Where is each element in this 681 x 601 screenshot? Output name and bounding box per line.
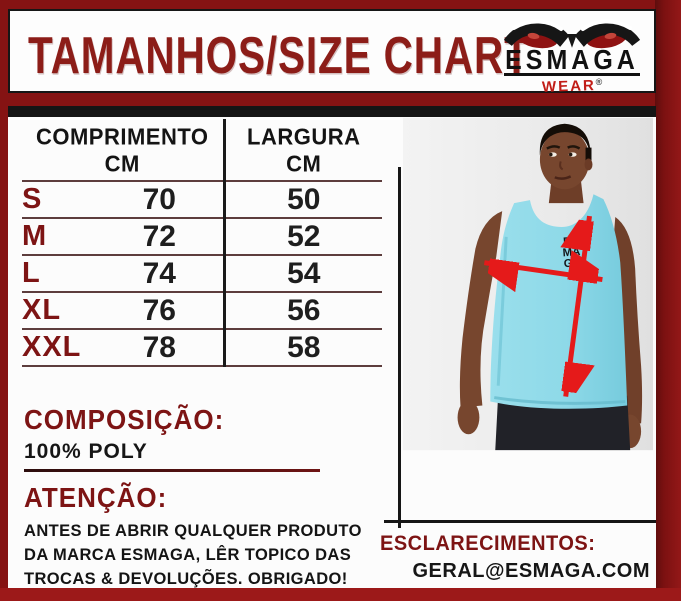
size-row-s: S 70 50 [22,180,382,218]
size-chart-table: COMPRIMENTO CM LARGURA CM S 70 50 M [22,119,382,367]
size-label: XXL [22,328,96,367]
attention-line: TROCAS & DEVOLUÇÕES. OBRIGADO! [24,570,348,588]
attention-label: ATENÇÃO: [24,481,168,514]
composition-value: 100% POLY [24,440,148,463]
attention-line: ANTES DE ABRIR QUALQUER PRODUTO [24,522,362,540]
comprimento-value: 70 [96,180,224,218]
composition-section: COMPOSIÇÃO: 100% POLY ATENÇÃO: ANTES DE … [24,403,364,591]
brand-sub-label: WEAR [541,77,596,97]
largura-column-header: LARGURA CM [222,119,382,181]
size-label: S [22,180,96,218]
header: TAMANHOS/SIZE CHART ESMAGA WEAR® [8,9,656,96]
length-arrow-icon [566,215,590,397]
largura-value: 54 [222,254,382,292]
registered-mark: ® [595,77,603,87]
table-header-row: COMPRIMENTO CM LARGURA CM [22,119,382,181]
brand-underline [504,73,640,76]
attention-line: DA MARCA ESMAGA, LÊR TOPICO DAS [24,546,352,564]
largura-value: 50 [222,180,382,218]
content-area: COMPRIMENTO CM LARGURA CM S 70 50 M [8,106,656,588]
comprimento-value: 72 [96,217,224,255]
brand-name: ESMAGA [505,44,639,76]
attention-text: ANTES DE ABRIR QUALQUER PRODUTO DA MARCA… [24,519,364,591]
comprimento-column-header: COMPRIMENTO CM [35,122,209,177]
angry-eyes-icon [503,19,641,49]
photo-vertical-rule [398,167,401,528]
size-label: XL [22,291,96,329]
largura-value: 52 [222,217,382,255]
product-photo: ES MA GA [403,117,653,451]
contact-label: ESCLARECIMENTOS: [380,532,596,556]
contact-email: GERAL@ESMAGA.COM [412,560,650,582]
largura-value: 58 [222,328,382,367]
comprimento-value: 78 [96,328,224,367]
section-divider [24,469,320,472]
composition-label: COMPOSIÇÃO: [24,403,225,436]
size-row-xl: XL 76 56 [22,291,382,329]
size-label: L [22,254,96,292]
largura-value: 56 [222,291,382,329]
frame-right-border [655,0,681,601]
frame-bottom-border [0,588,681,601]
comprimento-value: 74 [96,254,224,292]
photo-horizontal-rule [384,520,656,523]
size-row-m: M 72 52 [22,217,382,255]
comprimento-value: 76 [96,291,224,329]
width-arrow-icon [483,263,603,280]
size-label: M [22,217,96,255]
brand-logo: ESMAGA WEAR® [496,12,648,96]
size-row-xxl: XXL 78 58 [22,328,382,367]
page-title: TAMANHOS/SIZE CHART [28,26,530,85]
svg-text:GA: GA [563,257,581,270]
size-row-l: L 74 54 [22,254,382,292]
